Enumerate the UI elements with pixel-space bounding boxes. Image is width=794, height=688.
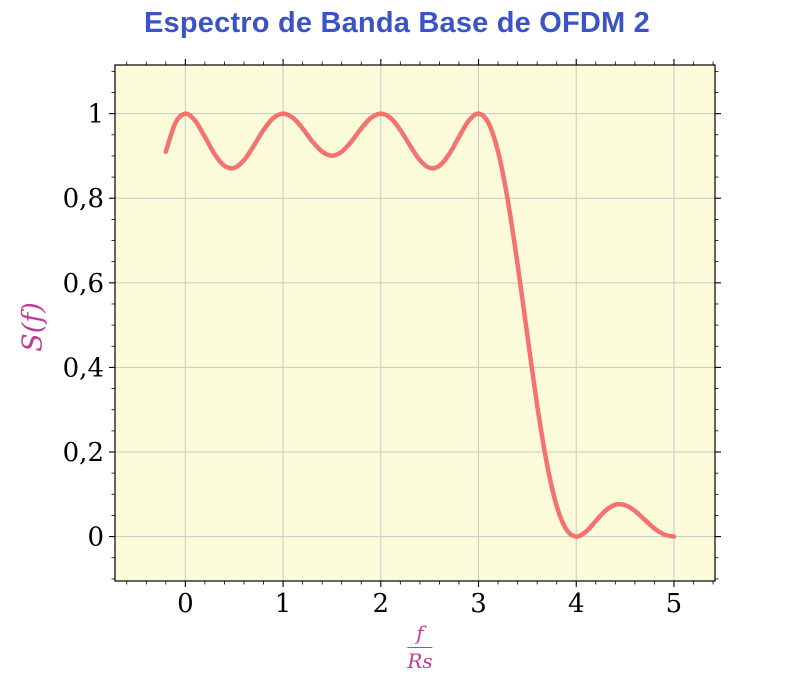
y-tick-labels: 0 0,2 0,4 0,6 0,8 1: [63, 100, 104, 553]
x-tick-label: 4: [568, 589, 585, 619]
y-tick-label: 0,2: [63, 438, 104, 468]
y-tick-label: 0,4: [63, 353, 104, 383]
x-axis-label-numerator: f: [416, 621, 424, 645]
chart-title: Espectro de Banda Base de OFDM 2: [144, 7, 650, 39]
y-axis-label: S(f): [17, 302, 49, 352]
x-tick-label: 1: [275, 589, 292, 619]
x-tick-label: 2: [373, 589, 390, 619]
grid-lines: [115, 65, 715, 581]
x-axis-label: f Rs: [404, 622, 435, 673]
x-axis-label-denominator: Rs: [407, 649, 433, 673]
x-tick-label: 3: [470, 589, 487, 619]
x-tick-label: 0: [177, 589, 194, 619]
y-tick-label: 0: [87, 523, 104, 553]
spectrum-curve: [163, 111, 677, 539]
y-tick-label: 0,8: [63, 184, 104, 214]
x-tick-labels: 0 1 2 3 4 5: [177, 589, 682, 619]
tick-marks: [109, 59, 721, 587]
x-tick-label: 5: [666, 589, 683, 619]
fraction-bar: [407, 647, 433, 648]
y-tick-label: 0,6: [63, 269, 104, 299]
y-tick-label: 1: [87, 100, 104, 130]
axis-frame: [114, 64, 716, 582]
